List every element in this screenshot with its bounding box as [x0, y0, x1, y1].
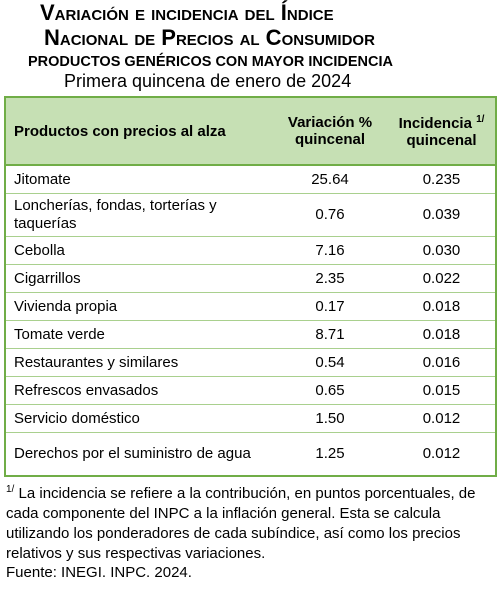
product-cell: Jitomate: [5, 165, 272, 194]
table-row: Tomate verde 8.71 0.018: [5, 320, 496, 349]
value-cell: 25.64: [272, 165, 388, 194]
table-row: Restaurantes y similares 0.54 0.016: [5, 348, 496, 377]
value-cell: 0.65: [272, 376, 388, 405]
value-cell: 0.17: [272, 292, 388, 321]
title-line: Variación e incidencia del Índice: [40, 0, 334, 25]
value-cell: 0.012: [388, 404, 496, 433]
product-cell: Derechos por el suministro de agua: [5, 432, 272, 477]
value-cell: 8.71: [272, 320, 388, 349]
title-line: Nacional de Precios al Consumidor: [44, 25, 375, 50]
table-row: Cebolla 7.16 0.030: [5, 236, 496, 265]
value-cell: 0.54: [272, 348, 388, 377]
table-body: Jitomate 25.64 0.235 Loncherías, fondas, to…: [5, 165, 496, 477]
product-cell: Cigarrillos: [5, 264, 272, 293]
value-cell: 0.030: [388, 236, 496, 265]
column-header: Variación % quincenal: [272, 96, 388, 166]
product-cell: Refrescos envasados: [5, 376, 272, 405]
value-cell: 0.76: [272, 193, 388, 237]
table-row: Cigarrillos 2.35 0.022: [5, 264, 496, 293]
value-cell: 0.018: [388, 320, 496, 349]
note-mark: 1/: [6, 484, 15, 495]
footnote-text: La incidencia se refiere a la contribuci…: [6, 485, 476, 562]
subtitle: PRODUCTOS GENÉRICOS CON MAYOR INCIDENCIA: [28, 54, 393, 70]
product-cell: Servicio doméstico: [5, 404, 272, 433]
header-text: Incidencia: [398, 114, 472, 132]
value-cell: 2.35: [272, 264, 388, 293]
table-row: Loncherías, fondas, torterías y taquería…: [5, 193, 496, 237]
value-cell: 0.012: [388, 432, 496, 477]
table-row: Vivienda propia 0.17 0.018: [5, 292, 496, 321]
value-cell: 1.50: [272, 404, 388, 433]
value-cell: 0.015: [388, 376, 496, 405]
value-cell: 0.039: [388, 193, 496, 237]
product-cell: Loncherías, fondas, torterías y taquería…: [5, 193, 272, 237]
table-row: Refrescos envasados 0.65 0.015: [5, 376, 496, 405]
table-row: Jitomate 25.64 0.235: [5, 165, 496, 194]
value-cell: 0.022: [388, 264, 496, 293]
table-row: Servicio doméstico 1.50 0.012: [5, 404, 496, 433]
value-cell: 1.25: [272, 432, 388, 477]
header-row: Productos con precios al alza Variación …: [5, 96, 496, 166]
table: Productos con precios al alza Variación …: [4, 96, 497, 477]
note-mark: 1/: [476, 113, 485, 125]
product-cell: Vivienda propia: [5, 292, 272, 321]
product-cell: Restaurantes y similares: [5, 348, 272, 377]
column-header: Productos con precios al alza: [5, 96, 272, 166]
value-cell: 0.018: [388, 292, 496, 321]
value-cell: 0.235: [388, 165, 496, 194]
period: Primera quincena de enero de 2024: [64, 71, 352, 91]
source: Fuente: INEGI. INPC. 2024.: [6, 564, 192, 581]
column-header: Incidencia 1/quincenal: [388, 96, 496, 166]
footnote: 1/ La incidencia se refiere a la contrib…: [6, 480, 493, 564]
product-cell: Cebolla: [5, 236, 272, 265]
value-cell: 7.16: [272, 236, 388, 265]
header-text: quincenal: [406, 131, 477, 149]
product-cell: Tomate verde: [5, 320, 272, 349]
value-cell: 0.016: [388, 348, 496, 377]
table-row: Derechos por el suministro de agua 1.25 0.…: [5, 432, 496, 477]
